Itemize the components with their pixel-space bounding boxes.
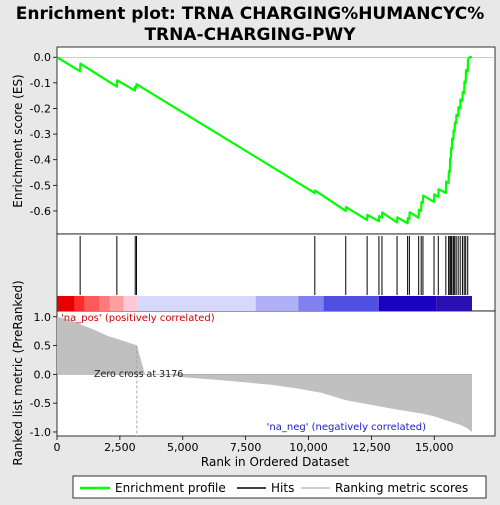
color-bar-segment — [124, 296, 137, 311]
es-panel — [57, 47, 495, 234]
es-y-tick-label: -0.3 — [30, 128, 51, 141]
legend-hits-label: Hits — [271, 481, 294, 495]
color-bar-segment — [256, 296, 299, 311]
x-tick-label: 2,500 — [104, 441, 136, 454]
es-y-tick-label: -0.4 — [30, 154, 51, 167]
metric-y-tick-label: 0.0 — [34, 368, 52, 381]
x-tick-label: 7,500 — [230, 441, 262, 454]
chart-title-line1: Enrichment plot: TRNA CHARGING%HUMANCYC% — [16, 4, 484, 24]
x-tick-label: 0 — [54, 441, 61, 454]
x-tick-label: 10,000 — [289, 441, 328, 454]
color-bar-segment — [324, 296, 379, 311]
color-bar-segment — [75, 296, 85, 311]
legend-metric-label: Ranking metric scores — [335, 481, 468, 495]
chart-title-line2: TRNA-CHARGING-PWY — [144, 25, 356, 45]
x-axis-label: Rank in Ordered Dataset — [201, 455, 349, 469]
metric-y-tick-label: -0.5 — [30, 397, 51, 410]
rank-color-bar — [57, 296, 472, 311]
metric-y-tick-label: 1.0 — [34, 311, 52, 324]
color-bar-segment — [57, 296, 75, 311]
color-bar-segment — [298, 296, 323, 311]
metric-y-axis-label: Ranked list metric (PreRanked) — [11, 280, 25, 465]
legend-enrichment-label: Enrichment profile — [115, 481, 226, 495]
es-y-tick-label: -0.5 — [30, 179, 51, 192]
zero-cross-label: Zero cross at 3176 — [94, 369, 183, 380]
x-tick-label: 15,000 — [415, 441, 454, 454]
es-y-tick-label: 0.0 — [34, 51, 52, 64]
metric-y-tick-label: 0.5 — [34, 340, 52, 353]
x-tick-label: 12,500 — [352, 441, 391, 454]
es-y-tick-label: -0.6 — [30, 205, 51, 218]
color-bar-segment — [100, 296, 110, 311]
es-y-axis-label: Enrichment score (ES) — [11, 74, 25, 207]
es-y-tick-label: -0.2 — [30, 102, 51, 115]
color-bar-segment — [110, 296, 124, 311]
color-bar-segment — [137, 296, 256, 311]
metric-y-tick-label: -1.0 — [30, 426, 51, 439]
pos-correlated-label: 'na_pos' (positively correlated) — [61, 313, 215, 324]
neg-correlated-label: 'na_neg' (negatively correlated) — [267, 422, 426, 433]
es-y-tick-label: -0.1 — [30, 77, 51, 90]
color-bar-segment — [379, 296, 437, 311]
color-bar-segment — [85, 296, 100, 311]
x-tick-label: 5,000 — [167, 441, 199, 454]
color-bar-segment — [437, 296, 472, 311]
